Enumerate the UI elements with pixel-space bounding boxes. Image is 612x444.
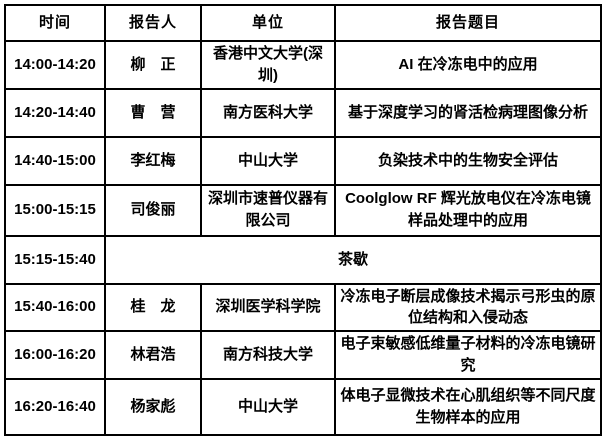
- title-cell: 冷冻电子断层成像技术揭示弓形虫的原位结构和入侵动态: [334, 282, 602, 332]
- org-cell: 南方医科大学: [200, 87, 336, 138]
- table-header: 时间 报告人 单位 报告题目: [4, 4, 602, 42]
- time-cell: 16:20-16:40: [4, 377, 106, 436]
- org-cell: 深圳市速普仪器有限公司: [200, 183, 336, 237]
- break-row: 15:15-15:40 茶歇: [4, 234, 602, 285]
- header-cell-title: 报告题目: [334, 4, 602, 42]
- table-body: 14:00-14:20 柳 正 香港中文大学(深圳) AI 在冷冻电中的应用 1…: [4, 40, 602, 436]
- header-cell-org: 单位: [200, 4, 336, 42]
- title-cell: 负染技术中的生物安全评估: [334, 135, 602, 186]
- table-row: 16:20-16:40 杨家彪 中山大学 体电子显微技术在心肌组织等不同尺度生物…: [4, 377, 602, 436]
- speaker-cell: 曹 营: [104, 87, 202, 138]
- time-cell: 14:40-15:00: [4, 135, 106, 186]
- header-cell-time: 时间: [4, 4, 106, 42]
- schedule-table: 时间 报告人 单位 报告题目 14:00-14:20 柳 正 香港中文大学(深圳…: [4, 4, 602, 436]
- time-cell: 15:40-16:00: [4, 282, 106, 332]
- title-cell: 体电子显微技术在心肌组织等不同尺度生物样本的应用: [334, 377, 602, 436]
- table-row: 15:40-16:00 桂 龙 深圳医学科学院 冷冻电子断层成像技术揭示弓形虫的…: [4, 282, 602, 332]
- time-cell: 15:00-15:15: [4, 183, 106, 237]
- title-cell: 基于深度学习的肾活检病理图像分析: [334, 87, 602, 138]
- speaker-cell: 柳 正: [104, 40, 202, 90]
- time-cell: 14:00-14:20: [4, 40, 106, 90]
- table-row: 16:00-16:20 林君浩 南方科技大学 电子束敏感低维量子材料的冷冻电镜研…: [4, 330, 602, 380]
- table-row: 15:00-15:15 司俊丽 深圳市速普仪器有限公司 Coolglow RF …: [4, 183, 602, 237]
- org-cell: 南方科技大学: [200, 330, 336, 380]
- time-cell: 16:00-16:20: [4, 330, 106, 380]
- header-row: 时间 报告人 单位 报告题目: [4, 4, 602, 42]
- break-cell: 茶歇: [104, 234, 602, 285]
- speaker-cell: 李红梅: [104, 135, 202, 186]
- title-cell: AI 在冷冻电中的应用: [334, 40, 602, 90]
- title-cell: 电子束敏感低维量子材料的冷冻电镜研究: [334, 330, 602, 380]
- table-row: 14:40-15:00 李红梅 中山大学 负染技术中的生物安全评估: [4, 135, 602, 186]
- table-row: 14:00-14:20 柳 正 香港中文大学(深圳) AI 在冷冻电中的应用: [4, 40, 602, 90]
- time-cell: 15:15-15:40: [4, 234, 106, 285]
- org-cell: 中山大学: [200, 377, 336, 436]
- title-cell: Coolglow RF 辉光放电仪在冷冻电镜样品处理中的应用: [334, 183, 602, 237]
- speaker-cell: 杨家彪: [104, 377, 202, 436]
- table-row: 14:20-14:40 曹 营 南方医科大学 基于深度学习的肾活检病理图像分析: [4, 87, 602, 138]
- speaker-cell: 桂 龙: [104, 282, 202, 332]
- time-cell: 14:20-14:40: [4, 87, 106, 138]
- org-cell: 中山大学: [200, 135, 336, 186]
- speaker-cell: 司俊丽: [104, 183, 202, 237]
- org-cell: 香港中文大学(深圳): [200, 40, 336, 90]
- speaker-cell: 林君浩: [104, 330, 202, 380]
- header-cell-speaker: 报告人: [104, 4, 202, 42]
- org-cell: 深圳医学科学院: [200, 282, 336, 332]
